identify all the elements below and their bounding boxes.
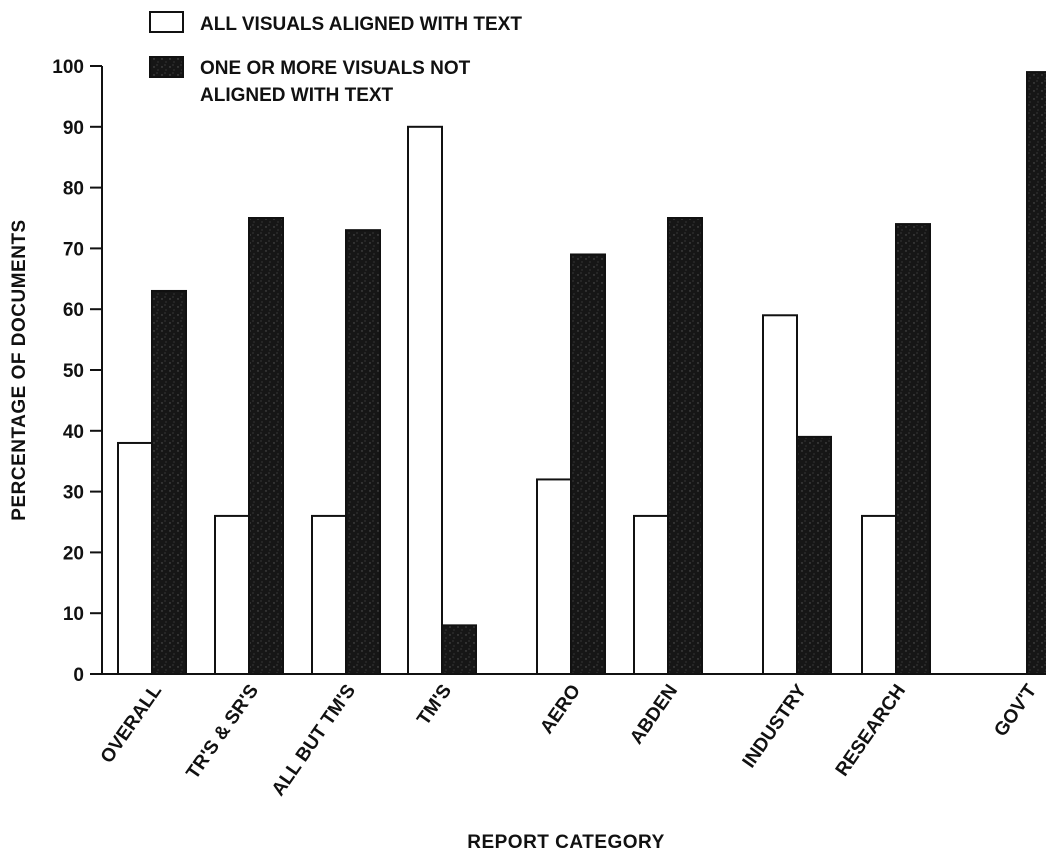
bar-aligned (407, 125, 443, 676)
x-tick-label: ALL BUT TM'S (268, 681, 360, 800)
bar-aligned (117, 441, 153, 675)
x-tick-label: OVERALL (97, 681, 166, 768)
x-tick-label: GOV'T (990, 681, 1041, 741)
legend-label-not-aligned-line1: ONE OR MORE VISUALS NOT (200, 58, 471, 79)
x-tick-label: RESEARCH (832, 681, 910, 780)
bar-not-aligned (1026, 71, 1046, 675)
y-axis-title: PERCENTAGE OF DOCUMENTS (9, 219, 30, 520)
bar-not-aligned (345, 229, 381, 675)
y-tick-label: 80 (63, 179, 84, 200)
bar-not-aligned (441, 624, 477, 675)
x-tick-label: ABDEN (626, 681, 682, 748)
legend: ALL VISUALS ALIGNED WITH TEXT ONE OR MOR… (149, 11, 522, 106)
category-labels: OVERALL TR'S & SR'S ALL BUT TM'S TM'S AERO AB… (97, 681, 1041, 801)
bar-aligned (633, 514, 669, 675)
y-tick-label: 60 (63, 300, 84, 321)
bar-not-aligned (796, 435, 832, 675)
legend-label-aligned: ALL VISUALS ALIGNED WITH TEXT (200, 14, 522, 35)
bar-not-aligned (151, 289, 187, 675)
bars (117, 71, 1046, 676)
bar-aligned (861, 514, 897, 675)
bar-aligned (536, 478, 572, 675)
bar-not-aligned (570, 253, 606, 675)
bar-not-aligned (895, 223, 931, 676)
y-tick-label: 40 (63, 422, 84, 443)
y-tick-label: 70 (63, 239, 84, 260)
y-tick-label: 10 (63, 604, 84, 625)
bar-aligned (311, 514, 347, 675)
legend-label-not-aligned-line2: ALIGNED WITH TEXT (200, 85, 394, 106)
y-tick-label: 100 (52, 57, 84, 78)
bar-aligned (214, 514, 250, 675)
x-tick-label: AERO (536, 681, 585, 738)
bar-aligned (762, 314, 798, 675)
y-tick-label: 90 (63, 118, 84, 139)
bar-not-aligned (667, 217, 703, 675)
x-tick-label: TR'S & SR'S (183, 681, 264, 783)
legend-swatch-aligned (149, 11, 184, 33)
y-tick-label: 20 (63, 543, 84, 564)
bar-not-aligned (248, 217, 284, 675)
y-tick-label: 30 (63, 483, 84, 504)
y-tick-label: 0 (73, 665, 84, 686)
x-tick-label: INDUSTRY (739, 681, 812, 772)
legend-swatch-not-aligned (149, 56, 184, 78)
y-ticks: 0 10 20 30 40 50 60 70 80 90 100 (52, 57, 102, 686)
y-axis: 0 10 20 30 40 50 60 70 80 90 100 (52, 57, 103, 686)
x-tick-label: TM'S (413, 681, 456, 730)
y-tick-label: 50 (63, 361, 84, 382)
x-axis-title: REPORT CATEGORY (467, 832, 665, 853)
